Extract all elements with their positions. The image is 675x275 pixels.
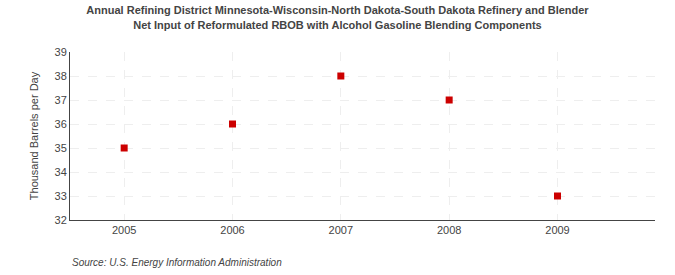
- svg-text:Annual Refining District Minne: Annual Refining District Minnesota-Wisco…: [86, 4, 589, 30]
- svg-text:35: 35: [55, 142, 67, 154]
- svg-text:39: 39: [55, 46, 67, 58]
- svg-text:38: 38: [55, 70, 67, 82]
- svg-text:2005: 2005: [112, 224, 136, 236]
- svg-text:34: 34: [55, 166, 67, 178]
- svg-text:2006: 2006: [220, 224, 244, 236]
- svg-text:32: 32: [55, 214, 67, 226]
- svg-text:2008: 2008: [437, 224, 461, 236]
- svg-text:Source: U.S. Energy Informatio: Source: U.S. Energy Information Administ…: [72, 257, 282, 268]
- svg-text:2009: 2009: [545, 224, 569, 236]
- svg-text:2007: 2007: [329, 224, 353, 236]
- svg-text:Thousand Barrels per Day: Thousand Barrels per Day: [28, 71, 40, 200]
- svg-text:37: 37: [55, 94, 67, 106]
- svg-text:33: 33: [55, 190, 67, 202]
- svg-text:36: 36: [55, 118, 67, 130]
